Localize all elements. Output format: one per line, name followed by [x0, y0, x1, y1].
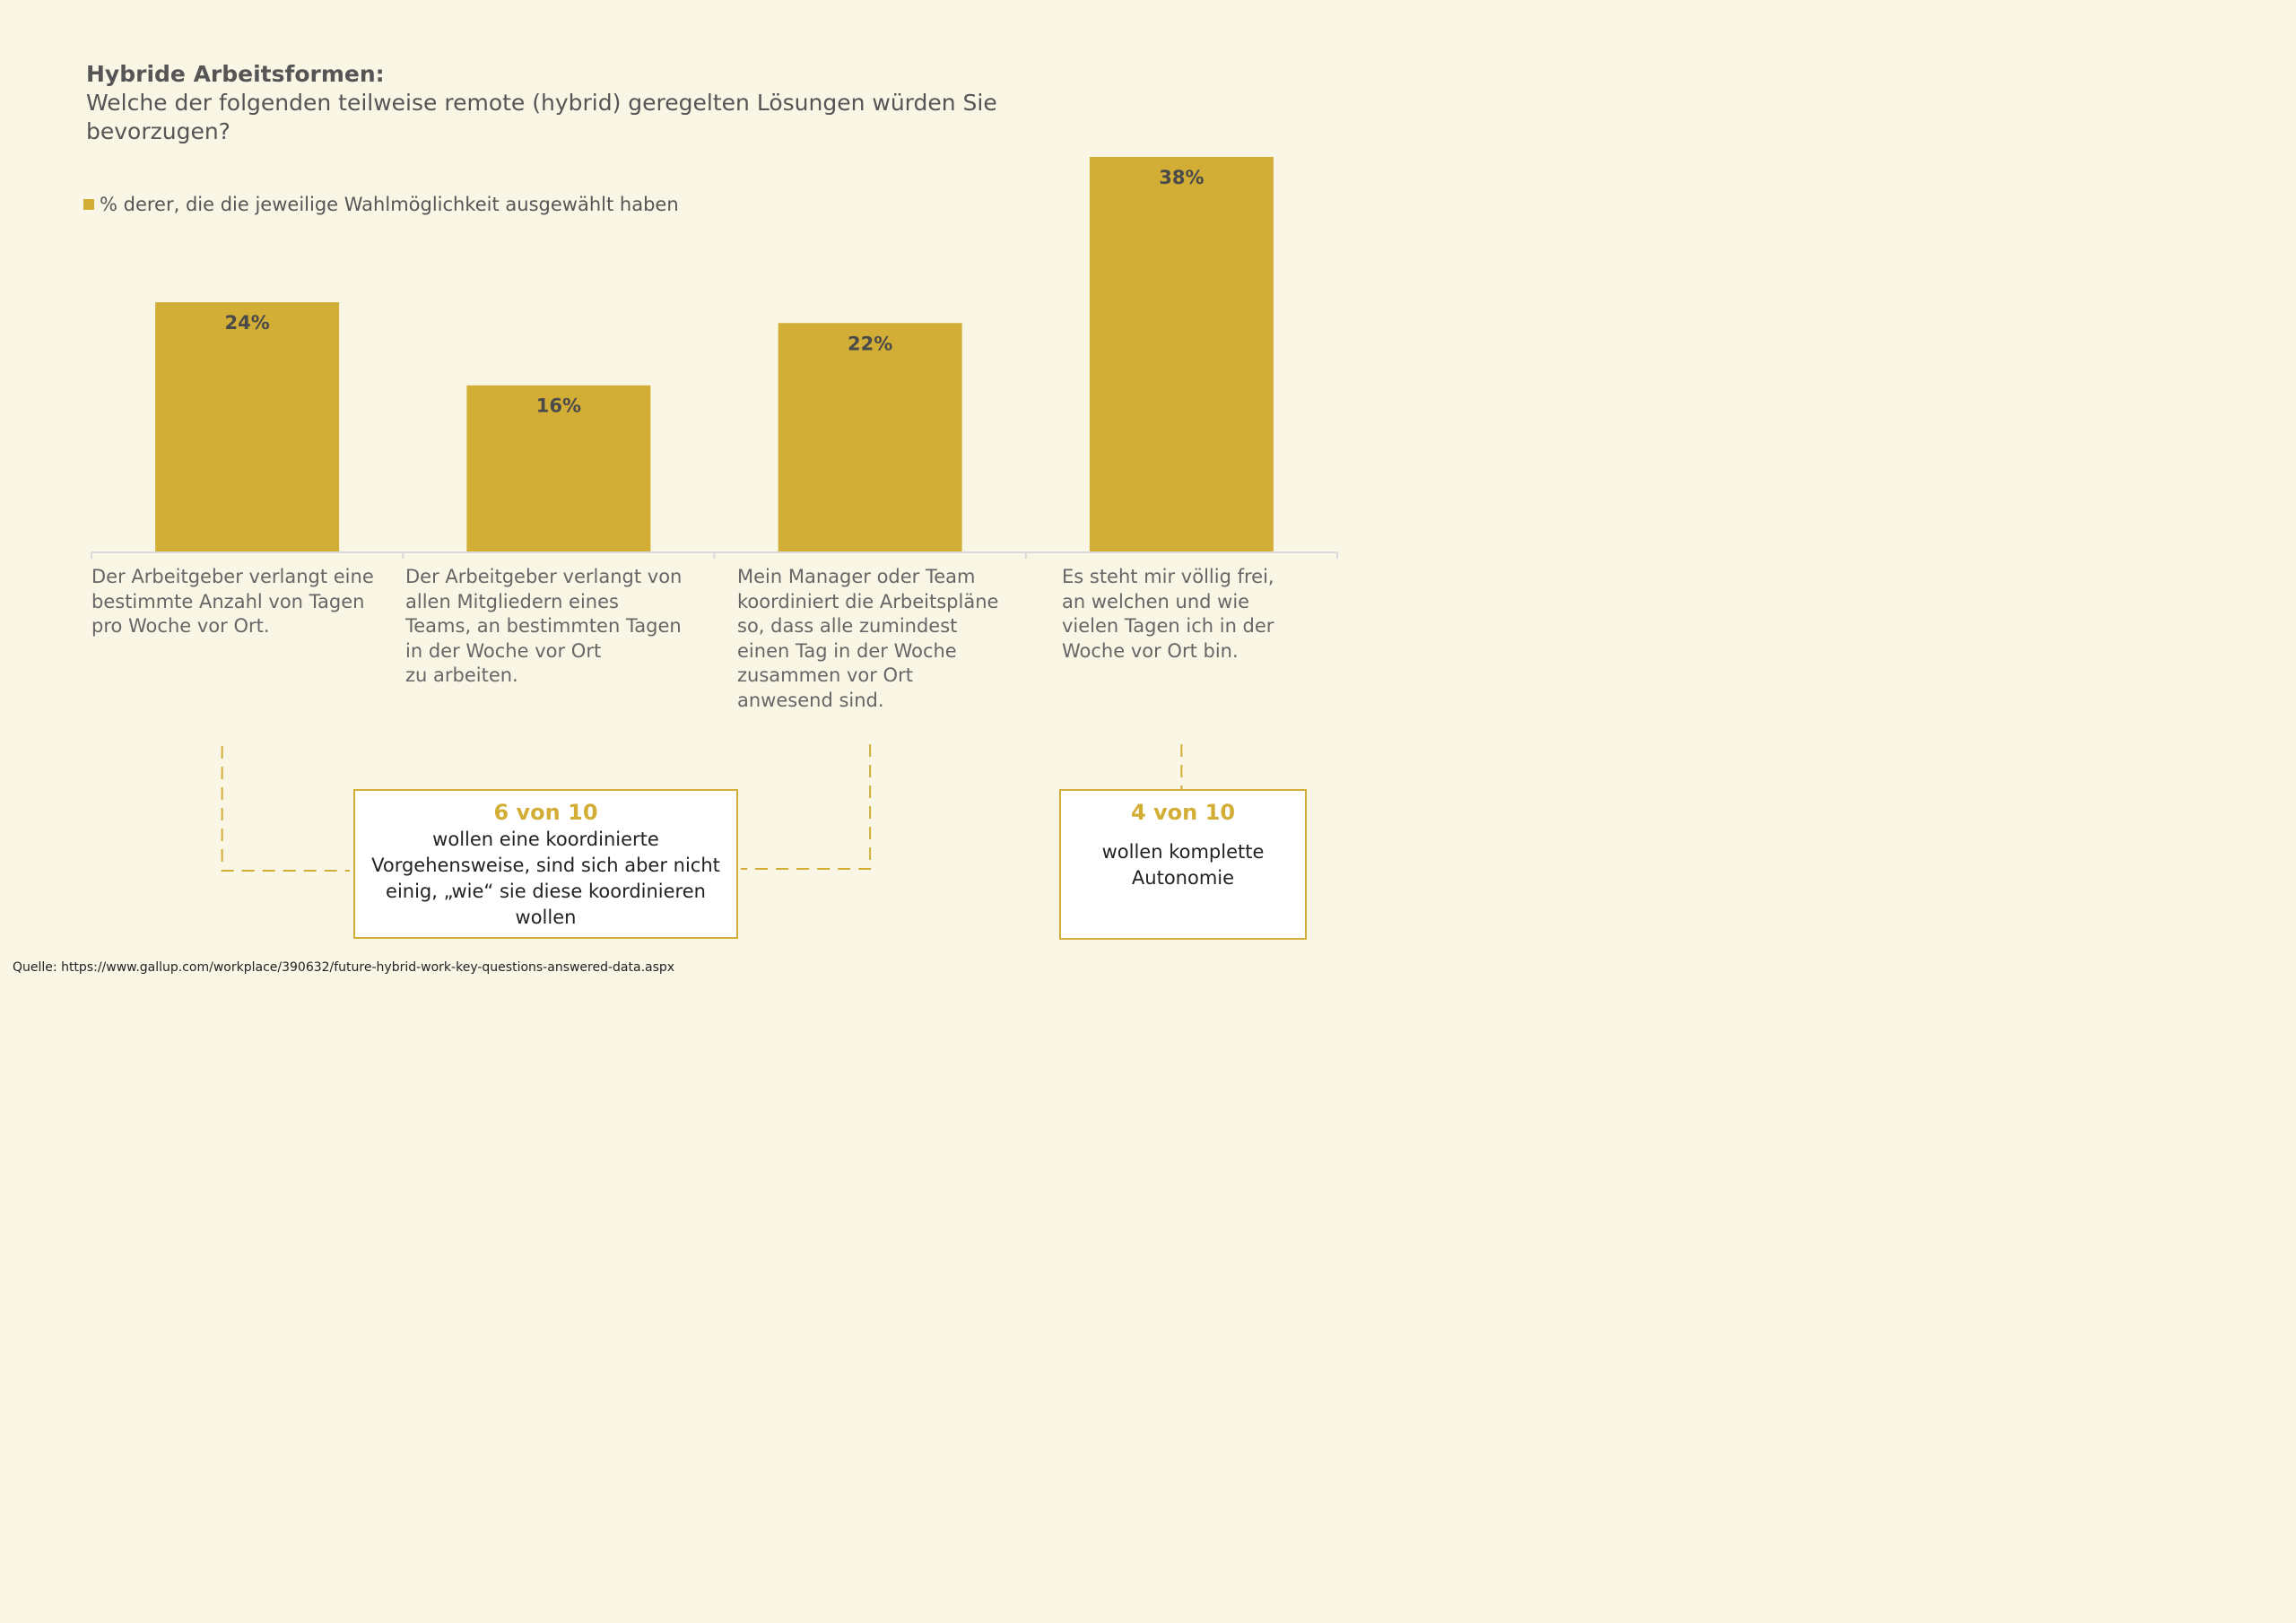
- callout-autonomy-head: 4 von 10: [1130, 800, 1236, 825]
- bar-4: [1089, 157, 1274, 551]
- category-label-1: Der Arbeitgeber verlangt eine bestimmte …: [91, 566, 374, 637]
- callout-coordinated: 6 von 10 wollen eine koordinierte Vorgeh…: [353, 789, 738, 939]
- data-label-1: 24%: [224, 312, 269, 334]
- callout-coordinated-text: wollen eine koordinierte Vorgehensweise,…: [371, 829, 720, 928]
- category-label-2: Der Arbeitgeber verlangt von allen Mitgl…: [405, 566, 683, 686]
- legend: % derer, die die jeweilige Wahlmöglichke…: [83, 194, 679, 215]
- callout-coordinated-head: 6 von 10: [493, 800, 598, 825]
- legend-swatch: [83, 199, 94, 210]
- source-note: Quelle: https://www.gallup.com/workplace…: [13, 960, 675, 975]
- title-question: Welche der folgenden teilweise remote (h…: [86, 90, 997, 144]
- data-label-4: 38%: [1159, 167, 1204, 188]
- connector-left: [221, 746, 350, 872]
- bar-chart: 24% 16% 22% 38%: [91, 157, 1338, 872]
- category-label-3: Mein Manager oder Team koordiniert die A…: [737, 566, 999, 711]
- bar-3: [778, 323, 962, 551]
- callout-autonomy-text: wollen komplette Autonomie: [1101, 841, 1265, 889]
- bar-2: [466, 385, 651, 551]
- chart-title: Hybride Arbeitsformen: Welche der folgen…: [86, 59, 1091, 146]
- connector-middle: [741, 744, 872, 870]
- data-label-3: 22%: [848, 333, 892, 354]
- title-bold: Hybride Arbeitsformen:: [86, 61, 385, 87]
- bar-1: [155, 302, 340, 551]
- callout-autonomy: 4 von 10 wollen komplette Autonomie: [1059, 789, 1307, 940]
- data-label-2: 16%: [536, 395, 581, 417]
- category-label-4: Es steht mir völlig frei, an welchen und…: [1062, 566, 1274, 662]
- legend-label: % derer, die die jeweilige Wahlmöglichke…: [100, 194, 679, 215]
